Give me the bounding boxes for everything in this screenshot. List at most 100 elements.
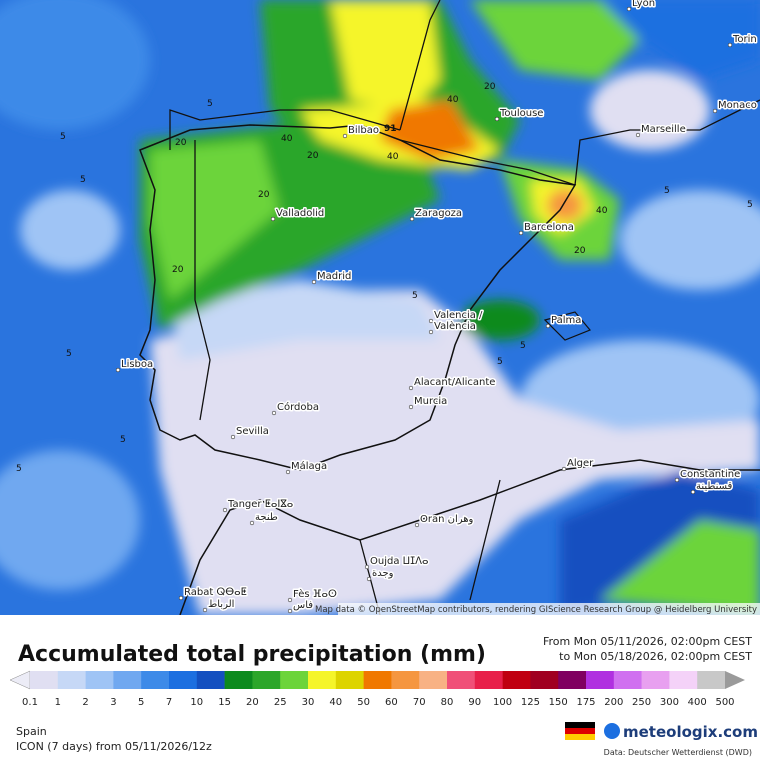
city-dot [626, 6, 632, 12]
legend-bin [697, 671, 726, 689]
legend-tick-label: 500 [715, 697, 734, 708]
legend-tick-label: 90 [468, 697, 481, 708]
city-dot [249, 520, 255, 526]
legend-bin [85, 671, 114, 689]
legend-bin [391, 671, 420, 689]
city-label: Sevilla [236, 426, 269, 437]
legend-bin [530, 671, 559, 689]
city-label: الرباط [208, 599, 234, 610]
legend-tick-label: 3 [110, 697, 116, 708]
legend-bin [335, 671, 364, 689]
city-dot [712, 108, 718, 114]
city-label: Rabat ⵕⴱⴰⵟ [184, 587, 247, 598]
city-dot [115, 367, 121, 373]
city-label: Lyon [632, 0, 655, 9]
map: Lyon Torin Monaco Toulouse Marseille Bilbao Va… [0, 0, 760, 615]
legend-bin [141, 671, 170, 689]
city-label: Toulouse [499, 108, 543, 119]
legend-bin [502, 671, 531, 689]
legend-bin [419, 671, 448, 689]
city-dot [287, 608, 293, 614]
contour-label: 5 [520, 341, 526, 351]
contour-label: 5 [412, 291, 418, 301]
city-dot [230, 434, 236, 440]
contour-label: 5 [16, 464, 22, 474]
legend-tick-label: 20 [246, 697, 259, 708]
legend-tick-label: 400 [688, 697, 707, 708]
legend: 0.1 1 2 3 5 7 10 15 20 25 30 40 50 60 70 80 90 100 125 150 1… [9, 670, 745, 708]
legend-bin [669, 671, 698, 689]
city-label: Valladolid [276, 208, 324, 219]
legend-tick-label: 70 [413, 697, 426, 708]
city-dot [271, 410, 277, 416]
legend-tick-label: 150 [549, 697, 568, 708]
legend-tick-label: 1 [55, 697, 61, 708]
city-label: Málaga [291, 460, 327, 472]
city-dot [545, 323, 551, 329]
city-dot [561, 466, 567, 472]
city-label: Alger [567, 458, 594, 469]
contour-label: 91 [384, 124, 397, 134]
legend-tick-label: 25 [274, 697, 287, 708]
contour-label: 5 [60, 132, 66, 142]
logo-icon [604, 723, 620, 739]
contour-label: 20 [574, 246, 586, 256]
contour-label: 5 [66, 349, 72, 359]
legend-tick-label: 30 [302, 697, 315, 708]
source: Data: Deutscher Wetterdienst (DWD) [604, 748, 752, 757]
city-dot [408, 385, 414, 391]
legend-bin [280, 671, 309, 689]
city-dot [364, 564, 370, 570]
city-dot [690, 489, 696, 495]
city-dot [428, 329, 434, 335]
city-dot [414, 522, 420, 528]
city-dot [342, 133, 348, 139]
legend-bin [641, 671, 670, 689]
city-dot [518, 230, 524, 236]
legend-bin [30, 671, 59, 689]
city-label: Oujda ⵡⵊⴷⴰ [370, 556, 429, 567]
contour-label: 20 [307, 151, 319, 161]
legend-tick-label: 50 [357, 697, 370, 708]
legend-tick-label: 15 [218, 697, 231, 708]
city-dot [727, 42, 733, 48]
city-label: Córdoba [277, 401, 319, 413]
city-label: Tanger ⵟⴰⵏⴵⴰ [227, 499, 293, 510]
contour-label: 5 [664, 186, 670, 196]
model-info: ICON (7 days) from 05/11/2026/12z [16, 740, 212, 753]
city-label: طنجة [255, 512, 278, 523]
legend-bin [558, 671, 587, 689]
date-from: From Mon 05/11/2026, 02:00pm CEST [543, 635, 752, 648]
legend-tick-label: 2 [82, 697, 88, 708]
legend-under [9, 670, 31, 690]
legend-tick-label: 10 [190, 697, 203, 708]
legend-bin [474, 671, 503, 689]
city-label: Madrid [317, 271, 351, 282]
legend-tick-label: 0.1 [22, 697, 38, 708]
legend-tick-label: 100 [493, 697, 512, 708]
city-label: Constantine [680, 469, 740, 480]
city-label: Murcia [414, 396, 447, 407]
city-label: قسنطينة [696, 481, 733, 492]
contour-label: 40 [596, 206, 608, 216]
attribution: Map data © OpenStreetMap contributors, r… [315, 605, 757, 615]
city-dot [408, 404, 414, 410]
legend-bin [224, 671, 253, 689]
city-dot [635, 132, 641, 138]
city-label: Torin [732, 34, 757, 45]
city-label: Palma [551, 315, 581, 326]
contour-label: 5 [747, 200, 753, 210]
city-dot [311, 279, 317, 285]
brand: meteologix.com [623, 723, 758, 741]
legend-tick-label: 250 [632, 697, 651, 708]
legend-tick-label: 7 [166, 697, 172, 708]
city-label: Monaco [718, 100, 757, 111]
legend-tick-label: 60 [385, 697, 398, 708]
city-label: Bilbao [348, 125, 379, 136]
city-label: València [434, 320, 476, 332]
legend-bin [113, 671, 142, 689]
contour-label: 20 [175, 138, 187, 148]
title: Accumulated total precipitation (mm) [18, 642, 486, 667]
city-dot [285, 469, 291, 475]
